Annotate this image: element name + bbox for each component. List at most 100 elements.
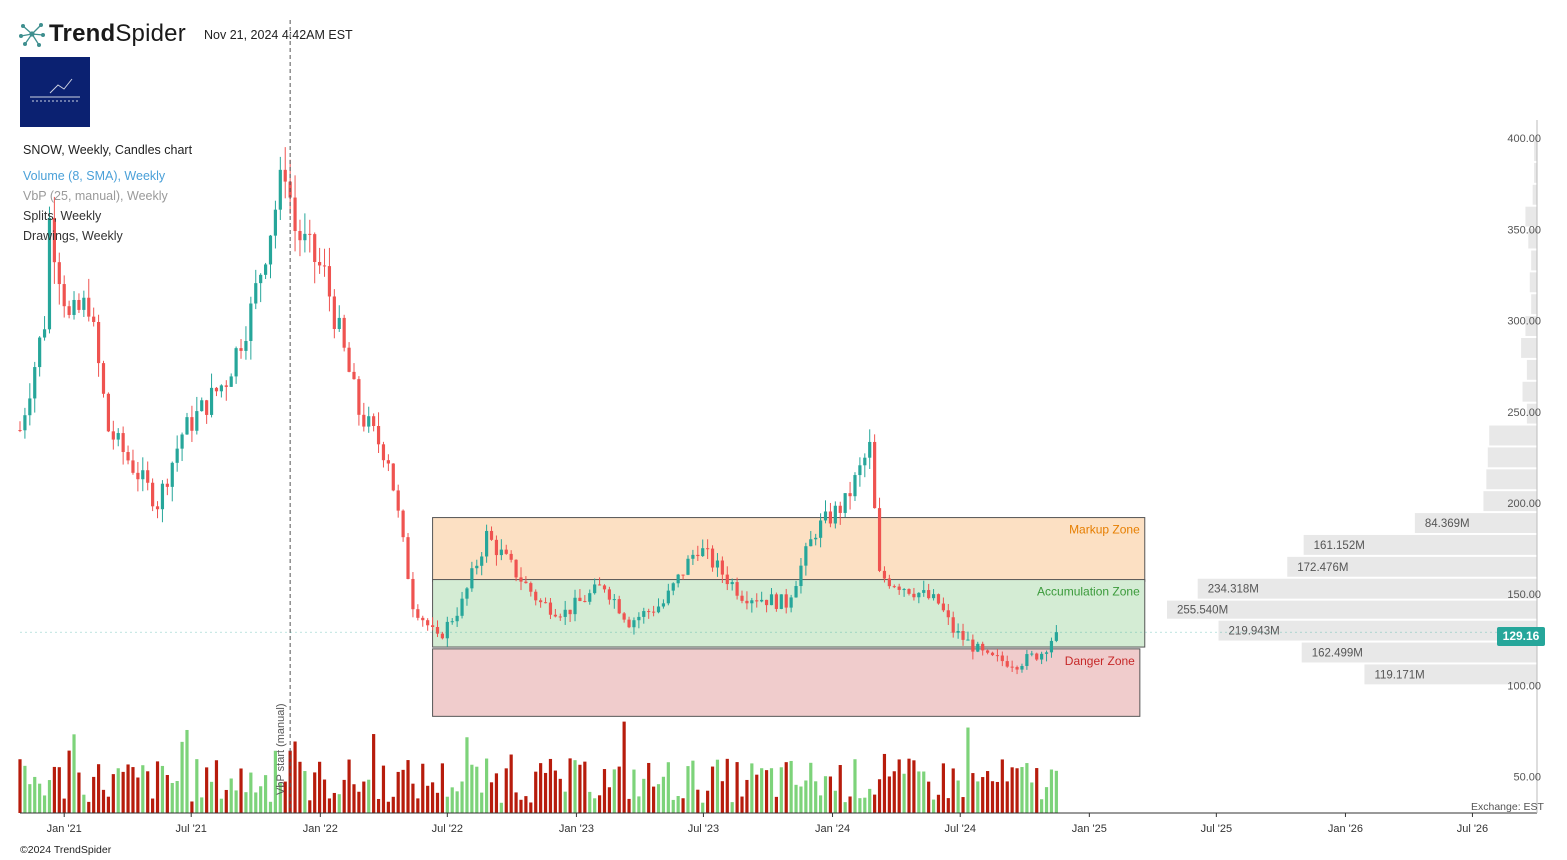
candle-body: [268, 235, 273, 265]
candle-body: [116, 433, 120, 440]
volume-bar: [1035, 768, 1039, 813]
volume-bar: [288, 750, 292, 813]
x-tick-label: Jan '21: [47, 823, 82, 835]
volume-bar: [435, 792, 440, 813]
candle-body: [995, 655, 1000, 657]
volume-bar: [666, 762, 670, 813]
volume-bar: [804, 780, 808, 813]
vbp-bar: [1521, 338, 1537, 358]
vbp-bar: [1534, 162, 1537, 183]
candle-body: [897, 586, 901, 590]
candle-body: [696, 554, 700, 557]
legend-splits[interactable]: Splits, Weekly: [23, 209, 102, 223]
volume-bar: [956, 780, 960, 813]
volume-bar: [411, 783, 415, 813]
candle-body: [327, 266, 332, 297]
candle-body: [588, 593, 592, 602]
candle-body: [661, 603, 666, 607]
candle-body: [799, 565, 803, 587]
volume-bar: [372, 734, 376, 813]
volume-bar: [588, 791, 592, 813]
candle-body: [318, 261, 322, 266]
candle-body: [563, 609, 567, 617]
volume-bar: [602, 769, 607, 813]
volume-bar: [981, 777, 985, 813]
volume-bar: [701, 802, 705, 813]
volume-bar: [136, 777, 140, 813]
volume-bar: [823, 776, 828, 813]
legend-vbp[interactable]: VbP (25, manual), Weekly: [23, 189, 168, 203]
volume-bar: [357, 791, 361, 813]
y-tick-label: 250.00: [1507, 407, 1541, 419]
vbp-bar: [1303, 534, 1537, 555]
x-tick-label: Jan '26: [1328, 823, 1363, 835]
chart-legend: SNOW, Weekly, Candles chart Volume (8, S…: [23, 140, 192, 246]
candle-body: [146, 470, 150, 483]
volume-bar: [347, 759, 351, 813]
volume-by-price-layer: [1167, 141, 1537, 685]
vbp-start-label: VbP start (manual): [275, 703, 287, 795]
candle-body: [263, 264, 268, 275]
x-tick-label: Jul '24: [945, 823, 976, 835]
candle-body: [254, 283, 258, 304]
volume-bar: [539, 763, 543, 813]
candle-body: [509, 553, 513, 560]
volume-bar: [627, 798, 631, 813]
candle-body: [367, 416, 371, 427]
candle-body: [411, 578, 415, 610]
volume-bar: [450, 787, 454, 813]
volume-bar: [622, 721, 626, 813]
candle-body: [981, 643, 985, 651]
timestamp: Nov 21, 2024 4:42AM EST: [204, 28, 353, 42]
candle-body: [155, 506, 160, 510]
volume-bar: [106, 796, 111, 813]
candle-body: [946, 610, 950, 618]
candle-body: [720, 560, 724, 575]
candle-body: [450, 621, 454, 623]
candle-body: [249, 303, 253, 341]
volume-bar: [971, 773, 975, 813]
candle-body: [136, 472, 140, 480]
candle-body: [131, 460, 135, 473]
y-tick-label: 50.00: [1513, 772, 1541, 784]
candle-body: [642, 611, 646, 617]
candle-body: [165, 483, 169, 487]
legend-drawings[interactable]: Drawings, Weekly: [23, 229, 123, 243]
candle-body: [406, 537, 410, 579]
candle-body: [440, 633, 444, 639]
volume-bar: [303, 771, 307, 813]
axes-layer: Jan '21 Jul '21 Jan '22 Jul '22 Jan '23 Jul '…: [20, 120, 1541, 835]
candle-body: [730, 582, 734, 585]
candle-body: [971, 639, 975, 652]
vbp-label: 162.499M: [1312, 648, 1363, 660]
candle-body: [376, 426, 381, 445]
volume-bar: [1005, 781, 1009, 813]
candle-body: [809, 539, 813, 547]
candle-body: [514, 559, 518, 578]
volume-bar: [165, 774, 169, 813]
volume-bar: [239, 768, 243, 813]
candle-body: [882, 570, 887, 579]
volume-bar: [652, 786, 656, 813]
x-tick-label: Jul '23: [688, 823, 719, 835]
last-price-badge: 129.16: [1497, 627, 1545, 646]
candle-body: [214, 387, 219, 392]
x-tick-label: Jan '22: [303, 823, 338, 835]
zones-layer: [432, 517, 1146, 717]
volume-bar: [509, 754, 513, 813]
candle-body: [33, 367, 37, 399]
brand[interactable]: TrendSpider: [18, 20, 186, 48]
volume-bar: [131, 767, 135, 813]
volume-bar: [760, 768, 764, 813]
legend-volume[interactable]: Volume (8, SMA), Weekly: [23, 169, 166, 183]
candle-body: [1054, 632, 1058, 641]
candle-body: [96, 321, 101, 364]
volume-bar: [308, 800, 312, 813]
candle-body: [121, 433, 125, 453]
candle-body: [715, 560, 720, 568]
vbp-bar: [1287, 556, 1537, 577]
zone-box: [432, 517, 1146, 582]
candle-body: [430, 625, 435, 627]
volume-bar: [475, 766, 479, 813]
